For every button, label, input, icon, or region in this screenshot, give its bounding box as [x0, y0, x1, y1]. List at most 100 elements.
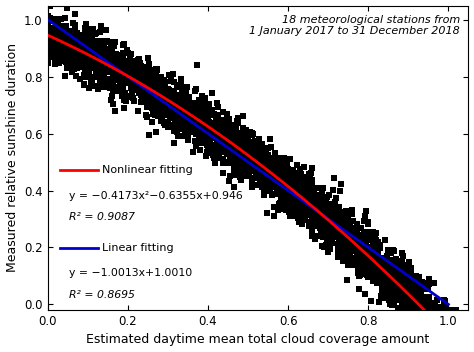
Point [396, 307, 403, 313]
Point [195, 113, 203, 119]
Point [431, 307, 438, 313]
Point [322, 217, 329, 223]
Point [44, 18, 51, 24]
Point [53, 38, 60, 44]
Point [140, 95, 147, 101]
Point [309, 195, 316, 201]
Point [349, 231, 356, 236]
Point [196, 123, 204, 128]
Point [301, 188, 309, 194]
Point [210, 125, 218, 131]
Point [112, 69, 119, 74]
Point [232, 139, 240, 145]
Point [380, 278, 388, 284]
Point [321, 222, 329, 228]
Point [301, 191, 309, 196]
Point [316, 214, 324, 220]
Point [231, 124, 239, 130]
Point [327, 246, 334, 252]
Point [49, 37, 57, 43]
Point [215, 137, 222, 142]
Point [416, 297, 424, 303]
Point [94, 51, 101, 57]
Point [342, 224, 350, 230]
Point [295, 218, 303, 223]
Point [127, 86, 135, 91]
Point [137, 99, 145, 105]
Point [246, 145, 254, 150]
Point [55, 40, 62, 46]
Point [143, 96, 151, 102]
Point [399, 274, 407, 280]
Point [293, 179, 301, 184]
Point [334, 219, 341, 225]
Point [279, 173, 287, 179]
Point [423, 299, 430, 305]
Point [370, 259, 377, 264]
Point [98, 74, 106, 80]
Point [215, 146, 223, 152]
Point [213, 132, 220, 138]
Point [319, 234, 327, 240]
Point [198, 117, 206, 122]
Point [223, 148, 231, 153]
Point [97, 68, 105, 73]
Point [440, 307, 447, 313]
Point [53, 19, 61, 25]
Point [293, 203, 301, 209]
Point [224, 145, 232, 151]
Point [155, 104, 162, 110]
Point [328, 229, 335, 234]
Point [383, 282, 390, 288]
Point [438, 307, 446, 313]
Point [149, 70, 157, 76]
Point [150, 74, 157, 80]
Point [295, 215, 302, 221]
Point [261, 169, 268, 174]
Point [435, 307, 442, 313]
Point [129, 64, 137, 70]
Point [112, 60, 119, 66]
Point [233, 141, 241, 147]
Point [57, 47, 64, 53]
Point [57, 47, 64, 53]
Point [303, 194, 311, 199]
Point [165, 88, 173, 93]
Point [243, 168, 250, 174]
Point [106, 84, 114, 90]
Point [377, 278, 385, 284]
Point [301, 198, 309, 204]
Point [397, 290, 404, 295]
Point [89, 54, 97, 59]
Point [361, 229, 368, 234]
Point [432, 307, 439, 313]
Point [287, 174, 295, 180]
Point [329, 212, 337, 218]
Point [417, 307, 424, 313]
Point [246, 160, 254, 166]
Point [140, 67, 147, 72]
Point [295, 194, 303, 199]
Point [391, 280, 398, 285]
Point [87, 82, 95, 87]
Point [262, 164, 269, 170]
Point [161, 102, 169, 107]
Point [397, 307, 404, 313]
Point [308, 184, 316, 190]
Point [126, 51, 133, 57]
Point [307, 177, 315, 182]
Point [156, 107, 164, 113]
Point [421, 298, 428, 304]
Point [207, 122, 214, 128]
Point [75, 34, 82, 39]
Point [384, 286, 392, 291]
Point [372, 257, 380, 263]
Point [392, 287, 399, 292]
Point [195, 130, 202, 136]
Point [91, 54, 99, 60]
Point [252, 162, 259, 167]
Point [411, 307, 419, 313]
Point [50, 46, 58, 52]
Point [400, 288, 408, 294]
Point [204, 127, 212, 133]
